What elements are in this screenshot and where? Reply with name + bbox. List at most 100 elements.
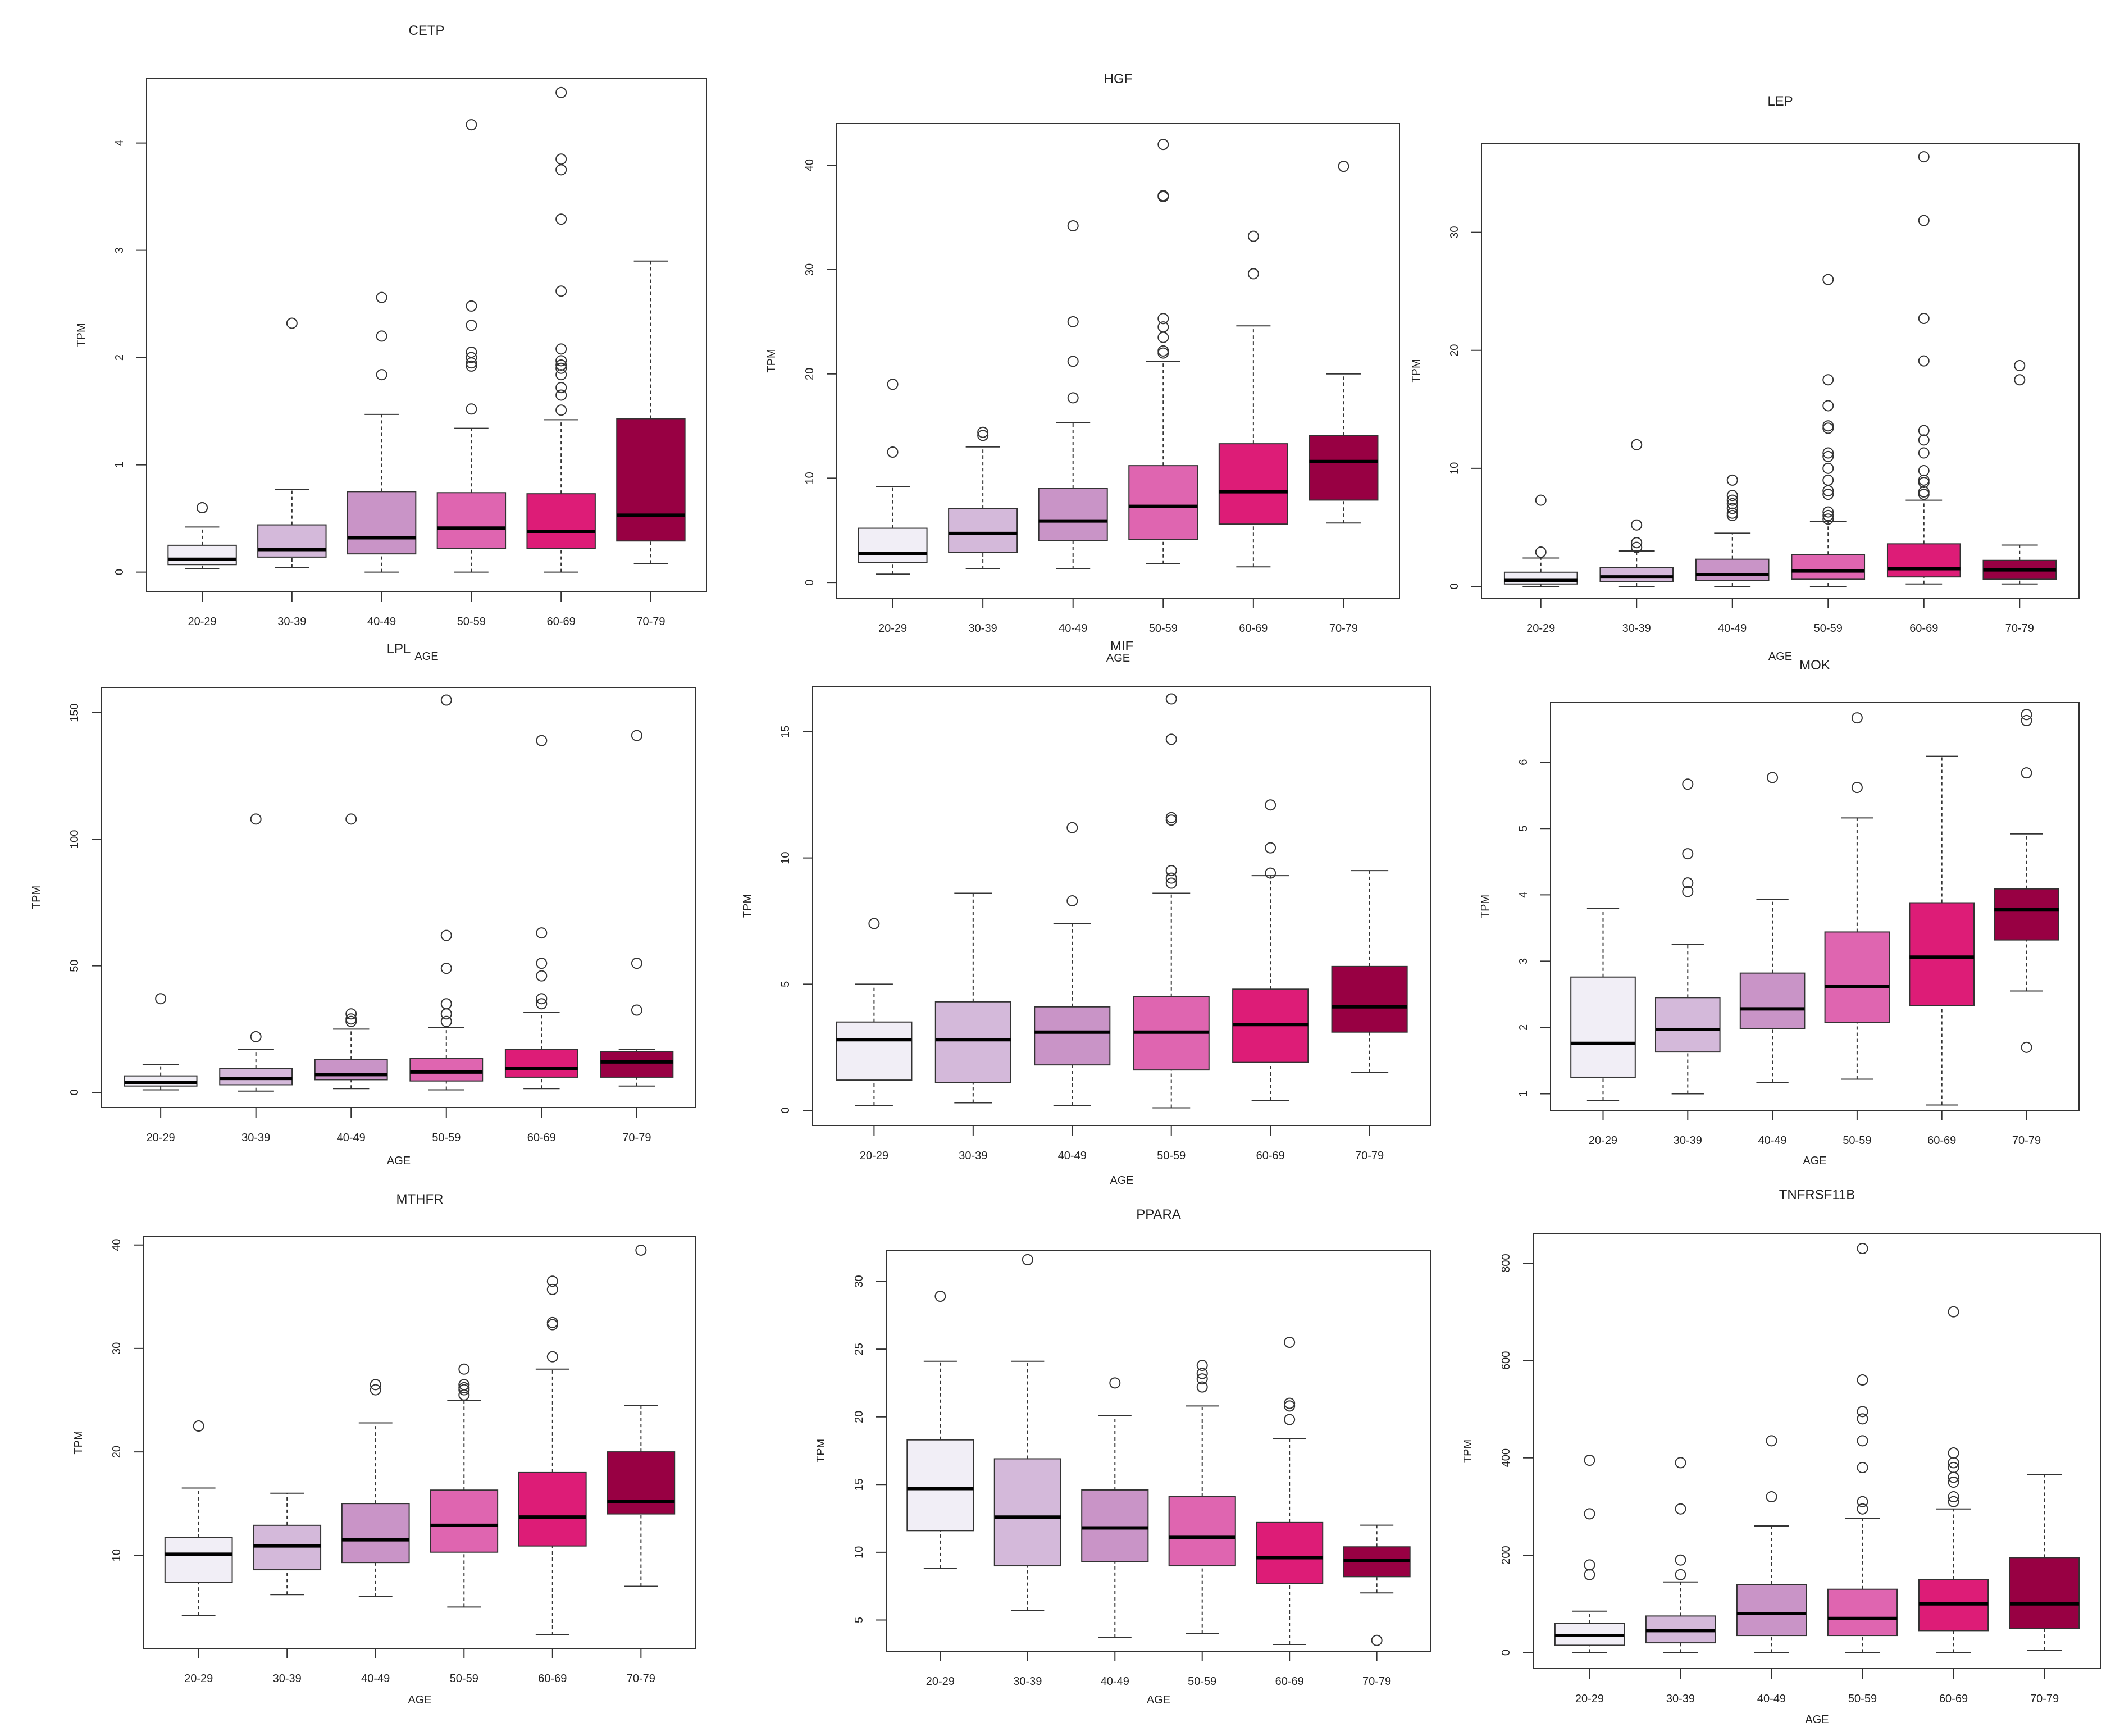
- box-40-49: [314, 1059, 388, 1081]
- outlier-point: [2021, 714, 2032, 726]
- x-tick-label: 70-79: [627, 1673, 655, 1685]
- x-tick-label: 30-39: [969, 622, 997, 635]
- outlier-point: [1675, 1569, 1686, 1580]
- x-tick-label: 70-79: [1355, 1150, 1384, 1162]
- outlier-point: [250, 1031, 262, 1042]
- outlier-point: [536, 927, 548, 939]
- outlier-point: [1822, 462, 1834, 474]
- outlier-point: [1284, 1414, 1296, 1425]
- y-tick-label: 20: [853, 1411, 865, 1423]
- x-axis-label: AGE: [1768, 650, 1792, 663]
- outlier-point: [1918, 447, 1930, 459]
- outlier-point: [1918, 425, 1930, 436]
- x-tick-label: 60-69: [1939, 1693, 1968, 1705]
- panel-lep: LEP AGE TPM 0 10 20 30 20-29 30-39 40-49 50-59 60-6…: [1410, 94, 2080, 663]
- y-tick-label: 0: [1448, 583, 1461, 589]
- outlier-point: [1157, 321, 1169, 333]
- box-50-59: [1128, 465, 1198, 541]
- y-tick-label: 20: [111, 1446, 123, 1458]
- x-tick-label: 70-79: [2030, 1693, 2059, 1705]
- outlier-point: [1265, 799, 1276, 811]
- outlier-point: [555, 285, 567, 297]
- box-30-39: [257, 524, 327, 558]
- y-tick-label: 25: [853, 1343, 865, 1355]
- outlier-point: [1948, 1496, 1959, 1507]
- box-50-59: [1168, 1496, 1236, 1567]
- x-tick-label: 70-79: [1329, 622, 1358, 635]
- outlier-point: [555, 404, 567, 416]
- outlier-point: [458, 1363, 470, 1375]
- outlier-point: [1857, 1413, 1868, 1425]
- plot-frame: [836, 123, 1400, 599]
- outlier-point: [1022, 1254, 1033, 1265]
- outlier-point: [1767, 772, 1779, 783]
- box-70-79: [616, 418, 686, 542]
- panel-title: MOK: [1799, 658, 1830, 673]
- box-40-49: [1739, 972, 1806, 1029]
- outlier-point: [1726, 490, 1738, 502]
- box-70-79: [1331, 965, 1408, 1033]
- outlier-point: [197, 502, 208, 514]
- outlier-point: [1067, 392, 1079, 404]
- outlier-point: [631, 730, 642, 741]
- box-20-29: [836, 1021, 913, 1081]
- outlier-point: [1067, 356, 1079, 367]
- x-tick-label: 50-59: [450, 1673, 478, 1685]
- outlier-point: [1284, 1337, 1296, 1348]
- outlier-point: [1918, 434, 1930, 446]
- y-tick-label: 4: [113, 140, 126, 146]
- box-40-49: [1695, 558, 1770, 581]
- y-tick-label: 3: [1517, 958, 1530, 964]
- outlier-point: [1918, 312, 1930, 324]
- outlier-point: [1857, 1503, 1868, 1515]
- outlier-point: [555, 362, 567, 374]
- outlier-point: [1631, 541, 1643, 553]
- panel-title: TNFRSF11B: [1779, 1187, 1855, 1202]
- x-tick-label: 70-79: [1362, 1675, 1391, 1688]
- outlier-point: [1726, 503, 1738, 514]
- box-30-39: [993, 1458, 1061, 1567]
- y-tick-label: 40: [804, 159, 816, 171]
- outlier-point: [1196, 1368, 1208, 1379]
- panel-cetp: CETP AGE TPM 0 1 2 3 4 20-29 30-39 40-49 50-59 60-69…: [75, 23, 707, 663]
- box-30-39: [1599, 567, 1674, 582]
- x-axis-label: AGE: [408, 1694, 431, 1706]
- y-tick-label: 30: [804, 263, 816, 276]
- outlier-point: [2014, 360, 2026, 372]
- y-tick-label: 0: [1500, 1650, 1512, 1656]
- outlier-point: [977, 430, 989, 441]
- x-tick-label: 40-49: [337, 1132, 366, 1144]
- box-70-79: [1994, 888, 2059, 941]
- box-30-39: [1654, 997, 1721, 1053]
- y-axis-label: TPM: [1462, 1439, 1474, 1463]
- x-tick-label: 20-29: [147, 1132, 175, 1144]
- outlier-point: [2021, 1041, 2032, 1053]
- x-tick-label: 40-49: [1718, 622, 1747, 635]
- outlier-point: [1918, 215, 1930, 226]
- outlier-point: [1857, 1435, 1868, 1447]
- box-30-39: [948, 508, 1018, 553]
- y-tick-label: 5: [779, 981, 792, 987]
- outlier-point: [1584, 1559, 1595, 1571]
- outlier-point: [1918, 486, 1930, 498]
- box-60-69: [1218, 443, 1288, 525]
- outlier-point: [631, 958, 642, 969]
- outlier-point: [466, 357, 477, 369]
- outlier-point: [1948, 1462, 1959, 1474]
- outlier-point: [1584, 1569, 1595, 1580]
- y-tick-label: 800: [1500, 1254, 1512, 1272]
- x-tick-label: 20-29: [184, 1673, 213, 1685]
- panel-tnfrsf11b: TNFRSF11B AGE TPM 0 200 400 600 800 20-29 30-39 40…: [1462, 1187, 2101, 1726]
- outlier-point: [1247, 268, 1259, 280]
- outlier-point: [440, 929, 452, 941]
- outlier-point: [466, 300, 477, 312]
- outlier-point: [376, 291, 387, 303]
- x-axis-label: AGE: [1803, 1155, 1826, 1167]
- outlier-point: [1918, 151, 1930, 163]
- y-tick-label: 4: [1517, 892, 1530, 898]
- y-tick-label: 600: [1500, 1351, 1512, 1370]
- y-tick-label: 10: [779, 851, 792, 864]
- x-tick-label: 70-79: [636, 616, 665, 628]
- outlier-point: [345, 1015, 357, 1027]
- box-70-79: [600, 1051, 674, 1078]
